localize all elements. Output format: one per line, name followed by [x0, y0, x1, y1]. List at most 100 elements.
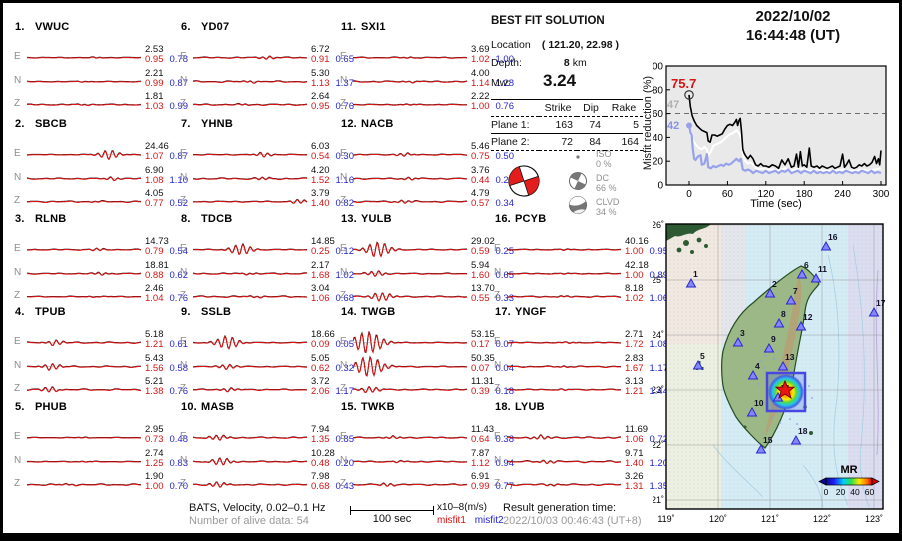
misfit2-value: 0.20	[335, 457, 355, 469]
mw-row: Mw: 3.24	[491, 71, 576, 90]
misfit2-value: 0.62	[169, 269, 189, 281]
event-time: 16:44:48 (UT)	[745, 27, 841, 44]
dc-beachball-icon	[569, 172, 587, 190]
trace-values: 10.28 0.48 0.20	[311, 448, 359, 469]
misfit2-value: 0.18	[495, 386, 515, 397]
trace-values: 6.91 0.99 0.77	[471, 472, 519, 492]
misfit2-value: 0.65	[335, 54, 355, 65]
component-row-N: N 2.83 1.67 1.17	[493, 353, 668, 378]
waveform-trace	[193, 295, 308, 299]
trace-values: 4.00 1.14 1.28	[471, 68, 519, 89]
waveform-trace	[353, 354, 468, 377]
amplitude-value: 6.91	[471, 471, 490, 482]
amplitude-value: 8.18	[625, 283, 644, 294]
iso-text: ISO 0 %	[596, 149, 612, 169]
misfit2-value: 0.43	[335, 481, 355, 492]
misfit2-value: 1.44	[649, 386, 669, 397]
misfit2-value: 0.04	[495, 362, 515, 374]
station-triangle-icon	[820, 240, 832, 251]
component-label: E	[340, 336, 347, 347]
misfit1-value: 1.25	[145, 457, 164, 469]
component-label: E	[14, 148, 21, 159]
component-label: Z	[340, 195, 347, 206]
misfit2-value: 0.82	[335, 198, 355, 209]
nodal-plane-table: Strike Dip Rake Plane 1: 163 74 5 Plane …	[491, 99, 643, 151]
component-label: N	[340, 266, 348, 278]
station-block-YNGF: 17. YNGF E 2.71 1.72 1.08 N 2.83 1.67 1.17 Z 3.13 1.…	[493, 306, 668, 402]
result-time-value: 2022/10/03 00:46:43 (UT+8)	[503, 515, 642, 527]
component-row-N: N 3.76 0.44 0.20	[339, 165, 514, 190]
trace-values: 14.73 0.79 0.54	[145, 237, 193, 257]
component-label: N	[340, 454, 348, 466]
svg-text:0: 0	[824, 487, 829, 497]
map-station-10: 10	[746, 398, 764, 417]
station-header: 16. PCYB	[495, 213, 547, 225]
station-block-LYUB: 18. LYUB E 11.69 1.06 0.72 N 9.71 1.40 1.20 Z 3.26 1…	[493, 401, 668, 497]
misfit1-value: 0.09	[311, 339, 330, 350]
misfit1-value: 0.25	[311, 246, 330, 257]
map-station-3: 3	[732, 328, 745, 347]
station-triangle-icon	[747, 369, 759, 380]
component-label: Z	[494, 383, 501, 394]
misfit2-value: 0.85	[335, 434, 355, 445]
waveform-trace	[27, 149, 141, 161]
component-label: N	[340, 359, 348, 371]
component-row-N: N 5.05 0.62 0.32	[179, 353, 354, 378]
trace-values: 8.18 1.02 1.06	[625, 284, 673, 304]
waveform-trace	[193, 363, 307, 370]
mw-value: 3.24	[543, 71, 577, 90]
misfit1-value: 0.48	[311, 457, 330, 469]
component-label: E	[180, 243, 187, 254]
station-block-VWUC: 1. VWUC E 2.53 0.95 0.78 N 2.21 0.99 0.87 Z 1.81 1.0…	[13, 21, 188, 117]
component-row-Z: Z 3.72 2.06 1.17	[179, 377, 354, 401]
misfit1-value: 0.79	[145, 246, 164, 257]
amplitude-value: 7.94	[311, 424, 330, 435]
waveform-trace	[193, 55, 307, 60]
waveform-trace	[353, 292, 468, 302]
epicenter-star	[774, 379, 796, 400]
misfit1-value: 1.40	[311, 198, 330, 209]
misfit1-value: 1.40	[625, 457, 644, 469]
misfit1-value: 1.31	[625, 481, 644, 492]
waveform-trace	[507, 295, 622, 298]
component-label: E	[14, 431, 21, 442]
trace-values: 24.46 1.07 0.87	[145, 142, 193, 162]
component-label: E	[494, 336, 501, 347]
misfit-reduction-chart: 75.7 47 42 0 20 40 60 80 100 0 60 120 180 240 300 Tim…	[653, 62, 890, 211]
misfit1-value: 0.95	[311, 101, 330, 112]
station-number-label: 8	[781, 309, 786, 319]
svg-text:240: 240	[834, 189, 851, 200]
component-label: N	[14, 359, 22, 371]
component-label: E	[180, 431, 187, 442]
trace-values: 2.95 0.73 0.48	[145, 425, 193, 445]
trace-values: 3.76 0.44 0.20	[471, 165, 519, 186]
misfit2-value: 0.95	[649, 246, 669, 257]
misfit2-value: 0.33	[495, 293, 515, 304]
misfit1-value: 0.17	[471, 339, 490, 350]
amplitude-value: 1.90	[145, 471, 164, 482]
waveform-trace	[353, 103, 468, 106]
misfit1-value: 1.38	[145, 386, 164, 397]
component-row-E: E 11.69 1.06 0.72	[493, 425, 668, 449]
trace-values: 3.79 1.40 0.82	[311, 189, 359, 209]
plane2-label: Plane 2:	[491, 134, 539, 151]
misfit2-value: 0.76	[495, 101, 515, 112]
dc-text: DC 66 %	[596, 173, 617, 193]
misfit2-value: 0.38	[495, 434, 515, 445]
component-label: N	[14, 74, 22, 86]
iso-icon	[576, 155, 580, 159]
amplitude-value: 4.20	[311, 164, 330, 176]
trace-values: 3.72 2.06 1.17	[311, 377, 359, 397]
map-station-15: 15	[755, 435, 773, 454]
amplitude-value: 2.95	[145, 424, 164, 435]
chart-annotation: 75.7	[671, 76, 696, 91]
amplitude-value: 2.53	[145, 44, 164, 55]
component-row-E: E 14.85 0.25 0.12	[179, 237, 354, 261]
amplitude-value: 5.30	[311, 67, 330, 79]
station-block-YULB: 13. YULB E 29.02 0.59 0.25 N 5.94 1.60 0.65 Z 13.70…	[339, 213, 514, 309]
misfit2-value: 0.87	[169, 151, 189, 162]
event-datetime-title: 2022/10/02 16:44:48 (UT)	[693, 7, 893, 45]
trace-values: 2.46 1.04 0.76	[145, 284, 193, 304]
amplitude-value: 9.71	[625, 447, 644, 459]
